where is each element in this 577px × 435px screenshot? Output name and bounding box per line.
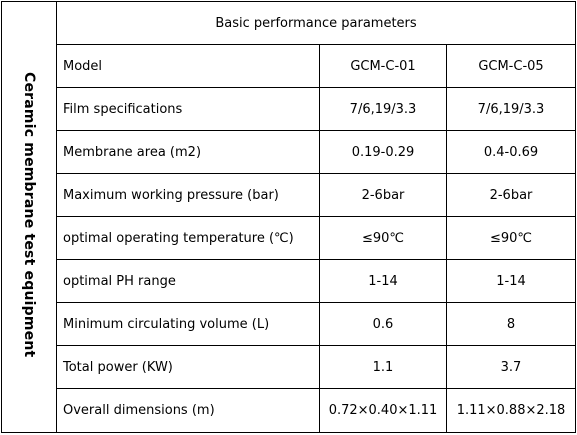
table-row: Maximum working pressure (bar) 2-6bar 2-… (2, 173, 576, 217)
table-row: optimal PH range 1-14 1-14 (2, 259, 576, 303)
row-label: Model (56, 44, 320, 88)
row-value-model-1: GCM-C-01 (319, 44, 447, 88)
table-row: Model GCM-C-01 GCM-C-05 (2, 44, 576, 88)
row-value-model-2: 8 (446, 302, 576, 346)
row-value-model-1: 0.19-0.29 (319, 130, 447, 174)
row-value-model-2: 1-14 (446, 259, 576, 303)
row-value-model-2: 1.11×0.88×2.18 (446, 388, 576, 433)
row-value-model-1: 0.72×0.40×1.11 (319, 388, 447, 433)
row-value-model-2: GCM-C-05 (446, 44, 576, 88)
row-value-model-1: 7/6,19/3.3 (319, 87, 447, 131)
row-label: Maximum working pressure (bar) (56, 173, 320, 217)
row-label: optimal PH range (56, 259, 320, 303)
row-value-model-2: 7/6,19/3.3 (446, 87, 576, 131)
row-value-model-2: 0.4-0.69 (446, 130, 576, 174)
table-row: Overall dimensions (m) 0.72×0.40×1.11 1.… (2, 388, 576, 433)
row-label: Overall dimensions (m) (56, 388, 320, 433)
row-value-model-1: 1-14 (319, 259, 447, 303)
row-label: optimal operating temperature (℃) (56, 216, 320, 260)
row-value-model-2: 3.7 (446, 345, 576, 389)
row-value-model-1: 2-6bar (319, 173, 447, 217)
row-label: Film specifications (56, 87, 320, 131)
row-value-model-2: 2-6bar (446, 173, 576, 217)
side-label-cell: Ceramic membrane test equipment (1, 1, 57, 433)
row-label: Total power (KW) (56, 345, 320, 389)
table-row: optimal operating temperature (℃) ≤90℃ ≤… (2, 216, 576, 260)
table-row: Film specifications 7/6,19/3.3 7/6,19/3.… (2, 87, 576, 131)
side-label: Ceramic membrane test equipment (21, 72, 37, 358)
row-label: Minimum circulating volume (L) (56, 302, 320, 346)
table-row: Membrane area (m2) 0.19-0.29 0.4-0.69 (2, 130, 576, 174)
row-value-model-1: 1.1 (319, 345, 447, 389)
row-value-model-2: ≤90℃ (446, 216, 576, 260)
table-row: Minimum circulating volume (L) 0.6 8 (2, 302, 576, 346)
row-value-model-1: ≤90℃ (319, 216, 447, 260)
table-header: Basic performance parameters (56, 1, 576, 45)
table-row: Total power (KW) 1.1 3.7 (2, 345, 576, 389)
row-value-model-1: 0.6 (319, 302, 447, 346)
row-label: Membrane area (m2) (56, 130, 320, 174)
